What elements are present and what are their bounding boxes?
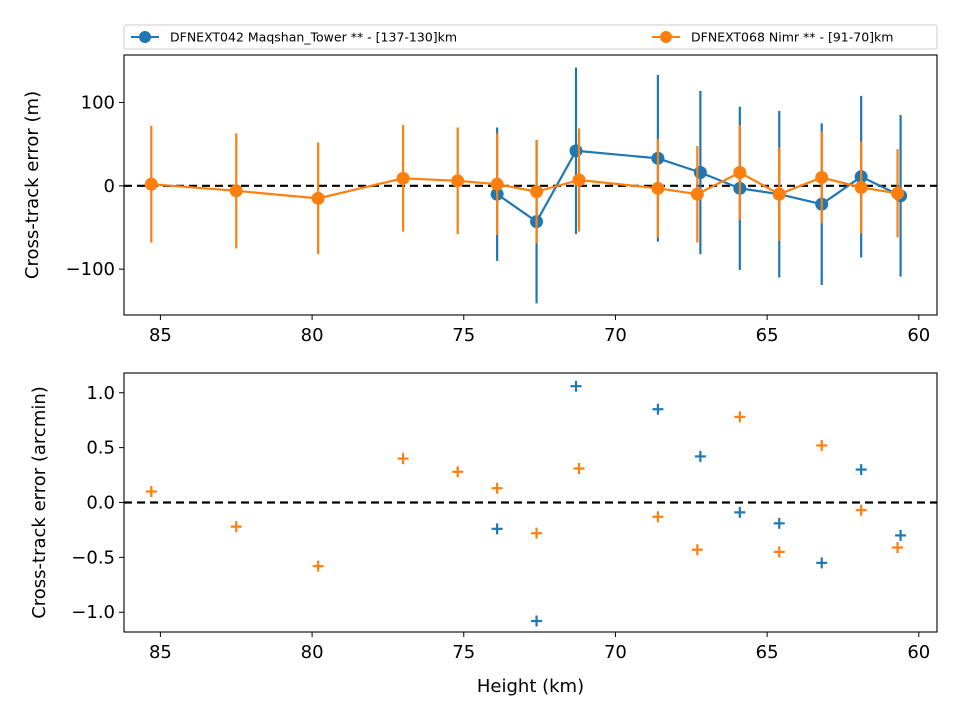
bottom-y-tick-label: −0.5 (71, 547, 115, 568)
bottom-plot-panel: 85 80 75 70 65 60 −1.0 −0.5 0.0 0.5 1.0 Cross-trac… (29, 372, 938, 697)
top-series-2 (144, 125, 905, 255)
legend-entry-1: DFNEXT042 Maqshan_Tower ** - [137-130]km (131, 30, 457, 45)
bottom-y-tick-label: 0.0 (86, 493, 115, 514)
data-point (311, 191, 325, 205)
legend-label-1: DFNEXT042 Maqshan_Tower ** - [137-130]km (170, 30, 457, 45)
data-point (891, 186, 905, 200)
data-point (490, 177, 504, 191)
top-x-tick-label: 60 (907, 325, 930, 346)
data-point (572, 173, 586, 187)
bottom-plot-series (145, 380, 907, 627)
data-point (690, 187, 704, 201)
data-point (733, 166, 747, 179)
top-y-tick-label: 0 (104, 176, 115, 197)
legend: DFNEXT042 Maqshan_Tower ** - [137-130]km… (123, 24, 938, 50)
top-plot-frame (123, 54, 938, 316)
bottom-x-tick-label: 75 (452, 642, 475, 663)
top-axis-ticks: 85 80 75 70 65 60 −100 0 100 (66, 93, 931, 347)
bottom-y-tick-label: 0.5 (86, 438, 115, 459)
bottom-x-tick-label: 60 (907, 642, 930, 663)
bottom-series-2 (145, 411, 904, 572)
top-plot-series (144, 67, 908, 304)
bottom-x-tick-label: 70 (604, 642, 627, 663)
data-point (854, 181, 868, 194)
top-x-tick-label: 65 (756, 325, 779, 346)
bottom-plot-frame (123, 372, 938, 633)
data-point (651, 181, 665, 195)
legend-marker-2 (660, 31, 672, 43)
data-point (229, 184, 243, 198)
top-x-tick-label: 75 (452, 325, 475, 346)
bottom-x-axis-label: Height (km) (477, 676, 584, 697)
bottom-x-tick-label: 85 (149, 642, 172, 663)
bottom-x-tick-label: 80 (301, 642, 324, 663)
data-point (772, 187, 786, 201)
top-plot-panel: 85 80 75 70 65 60 −100 0 100 Cross-track error (… (22, 54, 938, 347)
data-point (451, 174, 465, 188)
bottom-y-tick-label: 1.0 (86, 383, 115, 404)
top-x-tick-label: 70 (604, 325, 627, 346)
legend-entry-2: DFNEXT068 Nimr ** - [91-70]km (652, 30, 893, 45)
legend-marker-1 (139, 31, 151, 43)
bottom-x-tick-label: 65 (756, 642, 779, 663)
bottom-axis-ticks: 85 80 75 70 65 60 −1.0 −0.5 0.0 0.5 1.0 (71, 383, 930, 663)
top-x-tick-label: 85 (149, 325, 172, 346)
data-point (569, 144, 583, 158)
top-y-axis-label: Cross-track error (m) (22, 91, 43, 279)
data-point (396, 171, 410, 185)
legend-frame (123, 24, 938, 50)
data-point (144, 177, 158, 191)
top-y-tick-label: −100 (66, 259, 115, 280)
data-point (815, 171, 829, 184)
top-x-tick-label: 80 (301, 325, 324, 346)
bottom-y-tick-label: −1.0 (71, 602, 115, 623)
bottom-y-axis-label: Cross-track error (arcmin) (29, 386, 50, 619)
top-y-tick-label: 100 (81, 93, 115, 114)
legend-label-2: DFNEXT068 Nimr ** - [91-70]km (691, 30, 893, 45)
data-point (693, 166, 707, 179)
bottom-series-1 (491, 380, 907, 627)
data-point (530, 185, 544, 199)
